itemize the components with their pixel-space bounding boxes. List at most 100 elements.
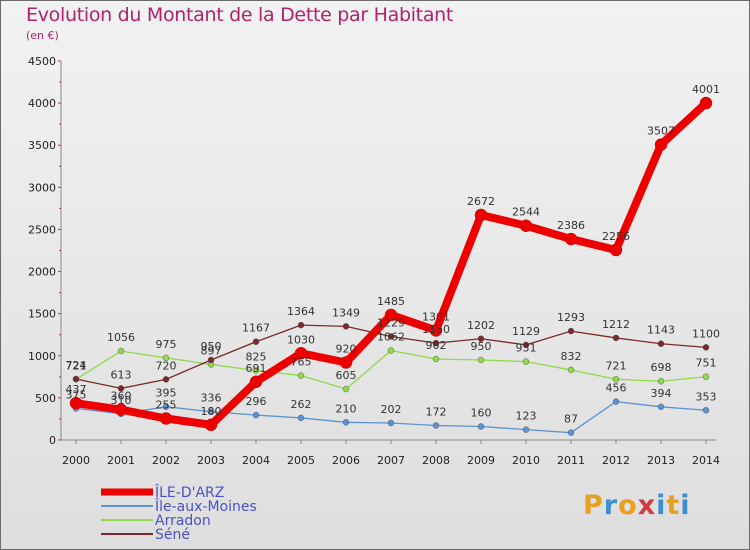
x-tick-label: 2007 xyxy=(377,454,405,467)
data-point xyxy=(342,323,350,330)
data-label: 1202 xyxy=(467,319,495,332)
data-point xyxy=(702,407,710,414)
data-point xyxy=(387,347,395,354)
x-tick-label: 2003 xyxy=(197,454,225,467)
data-point xyxy=(162,403,170,410)
data-label: 721 xyxy=(606,359,627,372)
x-tick-label: 2010 xyxy=(512,454,540,467)
data-label: 437 xyxy=(66,383,87,396)
data-point xyxy=(297,414,305,422)
data-label: 123 xyxy=(516,410,537,423)
data-point xyxy=(162,354,170,362)
data-point xyxy=(522,426,530,433)
data-label: 1364 xyxy=(287,305,315,318)
data-point xyxy=(702,344,710,351)
data-point xyxy=(477,335,485,342)
data-point xyxy=(657,403,665,411)
legend-label: ÎLE-D'ARZ xyxy=(154,483,224,501)
data-point xyxy=(294,347,308,360)
data-label: 2386 xyxy=(557,219,585,232)
data-point xyxy=(429,324,443,337)
y-tick-label: 2500 xyxy=(28,223,56,236)
chart-title: Evolution du Montant de la Dette par Hab… xyxy=(26,4,454,26)
data-label: 353 xyxy=(696,390,717,403)
y-tick-label: 1500 xyxy=(28,308,56,321)
data-label: 1129 xyxy=(512,325,540,338)
data-point xyxy=(477,423,485,430)
x-tick-label: 2005 xyxy=(287,454,315,467)
data-point xyxy=(702,373,710,380)
x-tick-label: 2006 xyxy=(332,454,360,467)
data-point xyxy=(384,308,398,322)
data-point xyxy=(252,338,260,345)
data-label: 1056 xyxy=(107,331,135,344)
data-point xyxy=(69,396,83,410)
data-label: 360 xyxy=(111,390,132,403)
data-point xyxy=(432,422,440,429)
legend-label: Séné xyxy=(155,527,190,543)
data-label: 962 xyxy=(426,339,447,352)
data-label: 698 xyxy=(651,361,672,374)
y-tick-label: 1000 xyxy=(28,350,56,363)
y-tick-label: 3500 xyxy=(28,139,56,152)
y-tick-label: 3000 xyxy=(28,181,56,194)
data-label: 605 xyxy=(336,369,357,382)
proxiti-logo: Proxiti xyxy=(583,490,691,521)
x-tick-label: 2002 xyxy=(152,454,180,467)
data-label: 2544 xyxy=(512,206,540,219)
x-tick-label: 2011 xyxy=(557,454,585,467)
series-line--le-d-arz xyxy=(72,99,710,429)
data-point xyxy=(207,408,215,415)
data-label: 4001 xyxy=(692,83,720,96)
data-label: 720 xyxy=(156,359,177,372)
y-tick-label: 4000 xyxy=(28,97,56,110)
data-point xyxy=(159,412,173,425)
data-point xyxy=(474,208,488,222)
data-label: 897 xyxy=(201,344,222,357)
x-tick-label: 2008 xyxy=(422,454,450,467)
data-label: 1293 xyxy=(557,311,585,324)
data-point xyxy=(72,375,80,383)
data-label: 931 xyxy=(516,342,537,355)
data-point xyxy=(387,333,395,340)
data-label: 255 xyxy=(156,399,177,412)
y-tick-label: 500 xyxy=(35,392,56,405)
data-point xyxy=(654,138,668,151)
data-point xyxy=(609,243,623,257)
x-tick-label: 2012 xyxy=(602,454,630,467)
data-point xyxy=(567,327,575,335)
data-label: 1485 xyxy=(377,295,405,308)
data-label: 613 xyxy=(111,368,132,381)
chart-unit: (en €) xyxy=(26,29,59,42)
data-label: 1167 xyxy=(242,322,270,335)
data-point xyxy=(387,419,395,427)
data-point xyxy=(207,356,215,364)
data-label: 832 xyxy=(561,350,582,363)
data-label: 691 xyxy=(246,362,267,375)
data-label: 975 xyxy=(156,338,177,351)
x-tick-label: 2009 xyxy=(467,454,495,467)
data-label: 825 xyxy=(246,351,267,364)
data-point xyxy=(297,372,305,379)
data-point xyxy=(522,341,530,349)
data-point xyxy=(204,418,218,432)
data-point xyxy=(567,429,575,436)
data-point xyxy=(252,367,260,374)
data-label: 394 xyxy=(651,387,672,400)
data-label: 1212 xyxy=(602,318,630,331)
data-point xyxy=(117,385,125,392)
y-tick-label: 4500 xyxy=(28,55,56,68)
data-point xyxy=(657,378,665,385)
data-label: 262 xyxy=(291,398,312,411)
data-point xyxy=(432,339,440,347)
data-label: 2256 xyxy=(602,230,630,243)
data-label: 765 xyxy=(291,356,312,369)
data-label: 2672 xyxy=(467,195,495,208)
data-point xyxy=(564,232,578,246)
data-label: 375 xyxy=(66,388,87,401)
data-point xyxy=(477,356,485,364)
data-point xyxy=(342,419,350,426)
data-label: 751 xyxy=(696,357,717,370)
legend-label: Arradon xyxy=(155,513,211,529)
